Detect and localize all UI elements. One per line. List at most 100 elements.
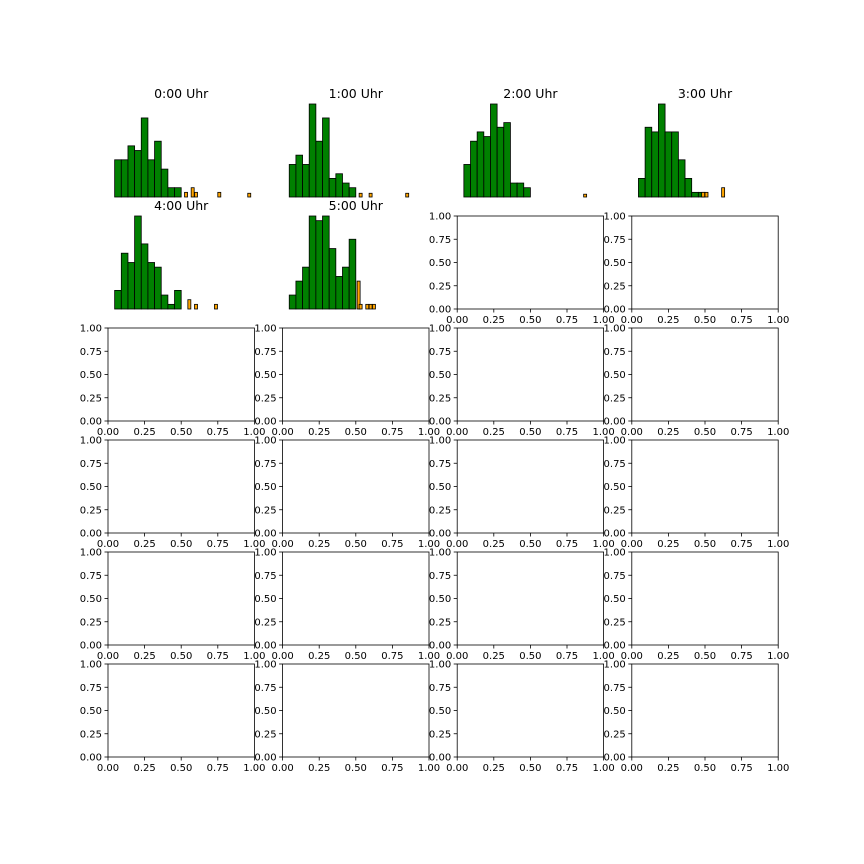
subplot-20: 0.00 0.25 0.50 0.75 1.00 0.00 0.25 0.50 0.75 1.00: [80, 660, 266, 775]
y-tick-label: 0.25: [429, 281, 451, 292]
x-tick-label: 1.00: [592, 763, 614, 774]
y-tick-label: 0.25: [254, 393, 276, 404]
subplot-4: 4:00 Uhr: [114, 198, 218, 310]
subplot-3: 3:00 Uhr: [638, 86, 733, 198]
histogram-bar: [120, 159, 129, 198]
x-tick-label: 0.25: [657, 539, 679, 550]
axes-frame: [631, 439, 779, 534]
subplot-8: 0.00 0.25 0.50 0.75 1.00 0.00 0.25 0.50 0.75 1.00: [80, 324, 266, 439]
histogram-bar: [315, 140, 323, 198]
y-tick-label: 1.00: [429, 324, 451, 335]
y-tick-label: 0.75: [80, 571, 102, 582]
y-tick-label: 0.50: [254, 706, 276, 717]
y-tick-label: 0.25: [429, 505, 451, 516]
subplot-11: 0.00 0.25 0.50 0.75 1.00 0.00 0.25 0.50 0.75 1.00: [604, 324, 790, 439]
y-tick-label: 1.00: [604, 660, 626, 671]
subplot-17: 0.00 0.25 0.50 0.75 1.00 0.00 0.25 0.50 0.75 1.00: [254, 548, 440, 663]
x-tick-label: 0.00: [446, 539, 468, 550]
x-tick-label: 0.25: [308, 651, 330, 662]
x-tick-label: 0.25: [133, 539, 155, 550]
histogram-bar: [134, 150, 142, 198]
x-tick-label: 0.00: [97, 539, 119, 550]
subplot-21: 0.00 0.25 0.50 0.75 1.00 0.00 0.25 0.50 0.75 1.00: [254, 660, 440, 775]
x-tick-label: 0.25: [483, 315, 505, 326]
x-tick-label: 0.75: [730, 763, 752, 774]
y-tick-label: 0.25: [80, 617, 102, 628]
x-tick-label: 0.50: [170, 763, 192, 774]
histogram-bar: [288, 294, 297, 310]
x-tick-label: 0.50: [519, 763, 541, 774]
axes-frame: [107, 551, 255, 646]
y-tick-label: 0.25: [254, 505, 276, 516]
y-tick-label: 1.00: [604, 548, 626, 559]
histogram-bar: [154, 140, 162, 198]
histogram-bar: [322, 215, 330, 310]
x-tick-label: 0.00: [97, 427, 119, 438]
y-tick-label: 0.00: [604, 417, 626, 428]
histogram-bar: [470, 140, 478, 198]
subplot-5: 5:00 Uhr: [288, 198, 384, 310]
histogram-bar: [147, 262, 155, 310]
subplot-16: 0.00 0.25 0.50 0.75 1.00 0.00 0.25 0.50 0.75 1.00: [80, 548, 266, 663]
histogram-bar: [328, 248, 337, 310]
y-tick-label: 0.50: [429, 594, 451, 605]
histogram-bar: [510, 182, 518, 198]
x-tick-label: 0.50: [694, 315, 716, 326]
x-tick-label: 0.75: [381, 763, 403, 774]
outlier-bar: [583, 193, 588, 198]
histogram-bar: [638, 177, 646, 198]
x-tick-label: 0.00: [97, 651, 119, 662]
x-tick-label: 0.75: [556, 763, 578, 774]
axes-frame: [107, 439, 255, 534]
subplot-6: 0.00 0.25 0.50 0.75 1.00 0.00 0.25 0.50 0.75 1.00: [429, 212, 615, 327]
histogram-bar: [490, 103, 498, 198]
x-tick-label: 0.00: [446, 427, 468, 438]
y-tick-label: 0.50: [429, 482, 451, 493]
histogram-bar: [503, 122, 511, 198]
y-tick-label: 0.25: [604, 617, 626, 628]
y-tick-label: 0.75: [254, 571, 276, 582]
outlier-bar: [368, 303, 373, 310]
x-tick-label: 0.25: [657, 427, 679, 438]
y-tick-label: 0.75: [254, 459, 276, 470]
outlier-bar: [214, 303, 218, 310]
x-tick-label: 0.25: [657, 651, 679, 662]
y-tick-label: 0.50: [80, 706, 102, 717]
y-tick-label: 0.50: [604, 482, 626, 493]
x-tick-label: 0.75: [730, 651, 752, 662]
x-tick-label: 1.00: [767, 651, 789, 662]
x-tick-label: 0.00: [271, 651, 293, 662]
x-tick-label: 0.50: [345, 763, 367, 774]
y-tick-label: 0.50: [254, 594, 276, 605]
x-tick-label: 0.50: [170, 651, 192, 662]
y-tick-label: 0.75: [80, 683, 102, 694]
x-tick-label: 0.75: [556, 315, 578, 326]
y-tick-label: 0.25: [429, 729, 451, 740]
histogram-bar: [114, 159, 122, 198]
x-tick-label: 0.00: [446, 763, 468, 774]
outlier-bar: [368, 192, 373, 198]
y-tick-label: 0.75: [254, 347, 276, 358]
y-tick-label: 0.50: [604, 258, 626, 269]
x-tick-label: 1.00: [418, 427, 440, 438]
y-tick-label: 0.00: [604, 641, 626, 652]
subplot-title: 1:00 Uhr: [329, 86, 384, 101]
y-tick-label: 0.50: [429, 370, 451, 381]
y-tick-label: 0.00: [80, 529, 102, 540]
x-tick-label: 0.50: [170, 539, 192, 550]
x-tick-label: 0.50: [170, 427, 192, 438]
x-tick-label: 0.50: [519, 539, 541, 550]
x-tick-label: 0.75: [381, 651, 403, 662]
x-tick-label: 0.75: [730, 427, 752, 438]
y-tick-label: 0.00: [604, 305, 626, 316]
subplot-title: 0:00 Uhr: [154, 86, 209, 101]
x-tick-label: 0.75: [730, 315, 752, 326]
y-tick-label: 0.25: [254, 729, 276, 740]
x-tick-label: 0.00: [621, 427, 643, 438]
x-tick-label: 1.00: [243, 539, 265, 550]
histogram-bar: [114, 289, 122, 310]
outlier-bar: [358, 192, 363, 198]
x-tick-label: 0.25: [483, 427, 505, 438]
subplot-title: 3:00 Uhr: [678, 86, 733, 101]
